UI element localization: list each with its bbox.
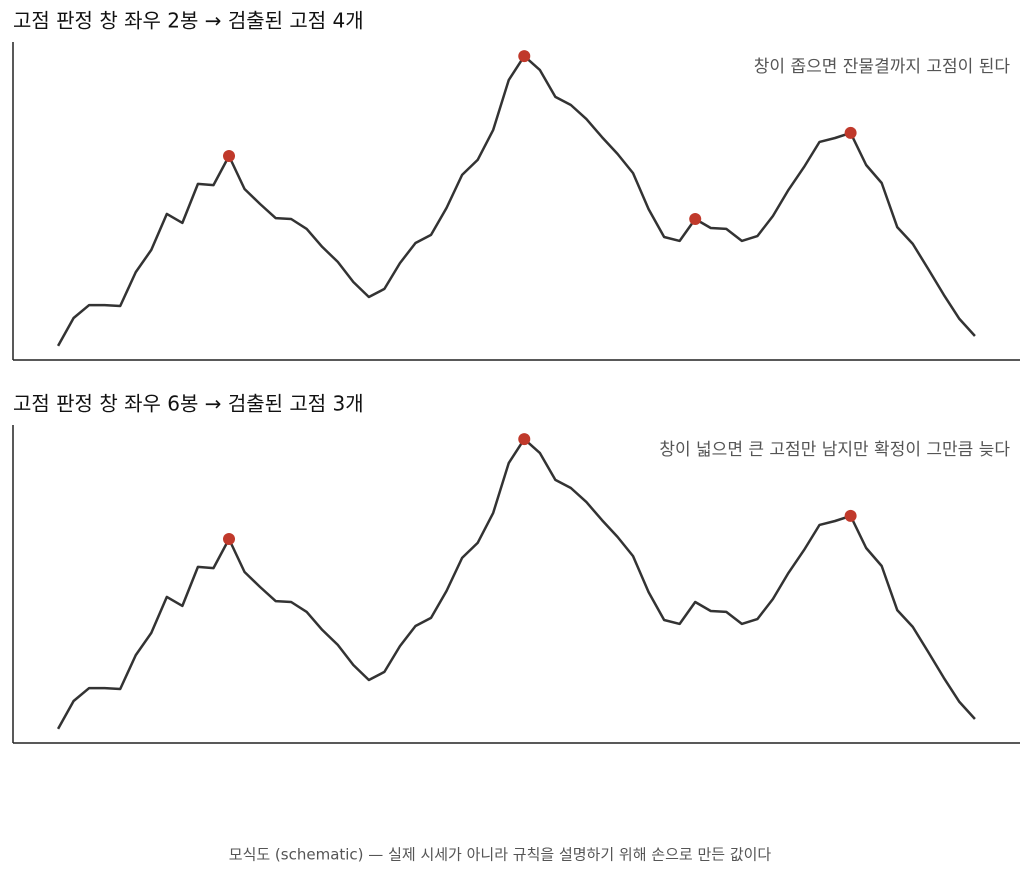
chart-title: 고점 판정 창 좌우 2봉 → 검출된 고점 4개 xyxy=(13,9,364,33)
price-line xyxy=(56,54,976,347)
peak-marker xyxy=(223,533,236,545)
peak-marker xyxy=(518,433,531,446)
annotation: 창이 좁으면 잔물결까지 고점이 된다 xyxy=(754,57,1011,77)
peak-marker xyxy=(844,126,857,139)
chart-title: 고점 판정 창 좌우 6봉 → 검출된 고점 3개 xyxy=(13,392,364,416)
peak-marker xyxy=(518,50,531,63)
peak-marker xyxy=(689,213,702,225)
price-line xyxy=(56,437,976,730)
peak-marker xyxy=(844,509,857,522)
annotation: 창이 넓으면 큰 고점만 남지만 확정이 그만큼 늦다 xyxy=(659,440,1010,460)
footnote: 모식도 (schematic) — 실제 시세가 아니라 규칙을 설명하기 위해… xyxy=(229,846,772,864)
peak-marker xyxy=(223,150,236,162)
